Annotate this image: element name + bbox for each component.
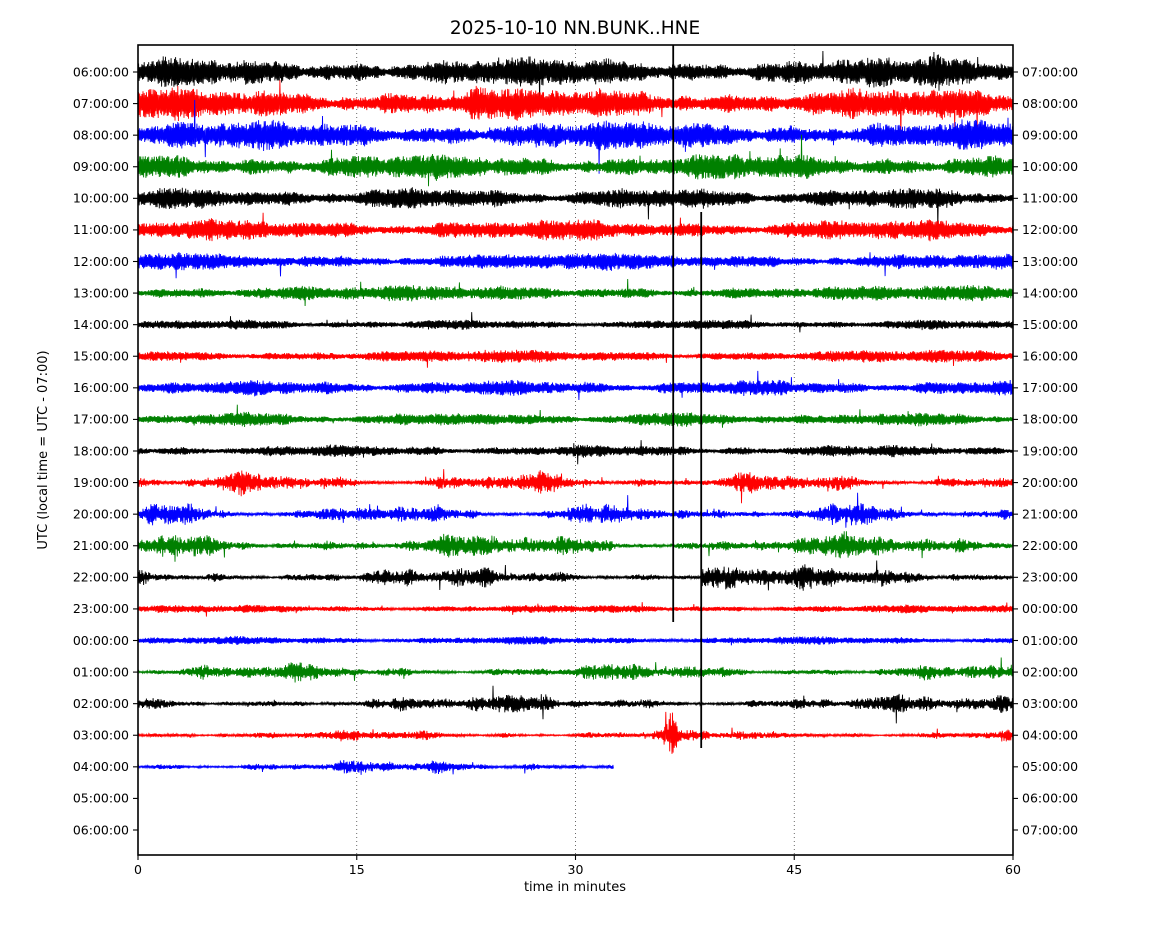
right-time-label: 07:00:00 <box>1022 822 1078 837</box>
right-time-label: 04:00:00 <box>1022 728 1078 743</box>
left-time-label: 11:00:00 <box>73 222 129 237</box>
right-time-label: 06:00:00 <box>1022 791 1078 806</box>
trace-17:00:00 <box>138 404 1013 428</box>
left-time-label: 17:00:00 <box>73 412 129 427</box>
trace-20:00:00 <box>138 492 1013 528</box>
right-time-label: 22:00:00 <box>1022 538 1078 553</box>
right-time-label: 16:00:00 <box>1022 349 1078 364</box>
right-time-label: 19:00:00 <box>1022 443 1078 458</box>
x-tick-label: 0 <box>134 862 142 877</box>
trace-09:00:00 <box>138 134 1013 187</box>
left-time-label: 09:00:00 <box>73 159 129 174</box>
trace-00:00:00 <box>138 635 1013 646</box>
right-time-label: 05:00:00 <box>1022 759 1078 774</box>
left-time-label: 01:00:00 <box>73 664 129 679</box>
right-time-label: 01:00:00 <box>1022 633 1078 648</box>
trace-01:00:00 <box>138 657 1013 683</box>
left-time-label: 16:00:00 <box>73 380 129 395</box>
trace-group <box>138 45 1013 775</box>
left-time-label: 07:00:00 <box>73 96 129 111</box>
right-time-label: 18:00:00 <box>1022 412 1078 427</box>
x-axis-label: time in minutes <box>524 880 626 895</box>
right-time-label: 02:00:00 <box>1022 664 1078 679</box>
right-time-label: 17:00:00 <box>1022 380 1078 395</box>
left-time-label: 06:00:00 <box>73 64 129 79</box>
trace-03:00:00 <box>138 711 1013 754</box>
chart-title: 2025-10-10 NN.BUNK..HNE <box>450 18 700 39</box>
right-time-label: 11:00:00 <box>1022 191 1078 206</box>
left-time-label: 06:00:00 <box>73 822 129 837</box>
trace-19:00:00 <box>138 469 1013 504</box>
x-tick-label: 15 <box>349 862 365 877</box>
trace-04:00:00 <box>138 759 614 775</box>
trace-21:00:00 <box>138 531 1013 562</box>
left-time-label: 12:00:00 <box>73 254 129 269</box>
right-time-label: 08:00:00 <box>1022 96 1078 111</box>
right-time-label: 23:00:00 <box>1022 570 1078 585</box>
trace-13:00:00 <box>138 278 1013 307</box>
right-time-label: 15:00:00 <box>1022 317 1078 332</box>
right-time-label: 14:00:00 <box>1022 285 1078 300</box>
right-time-label: 10:00:00 <box>1022 159 1078 174</box>
x-tick-label: 60 <box>1005 862 1021 877</box>
left-time-label: 18:00:00 <box>73 443 129 458</box>
left-time-label: 00:00:00 <box>73 633 129 648</box>
left-time-label: 23:00:00 <box>73 601 129 616</box>
trace-15:00:00 <box>138 349 1013 368</box>
trace-10:00:00 <box>138 187 1013 230</box>
left-time-label: 14:00:00 <box>73 317 129 332</box>
left-time-label: 10:00:00 <box>73 191 129 206</box>
trace-08:00:00 <box>138 99 1013 174</box>
x-tick-label: 45 <box>786 862 802 877</box>
left-time-label: 02:00:00 <box>73 696 129 711</box>
right-time-label: 07:00:00 <box>1022 64 1078 79</box>
trace-14:00:00 <box>138 312 1013 333</box>
left-time-label: 04:00:00 <box>73 759 129 774</box>
trace-16:00:00 <box>138 370 1013 401</box>
x-tick-label: 30 <box>568 862 584 877</box>
trace-23:00:00 <box>138 602 1013 617</box>
right-time-label: 13:00:00 <box>1022 254 1078 269</box>
right-time-label: 09:00:00 <box>1022 127 1078 142</box>
left-time-label: 15:00:00 <box>73 349 129 364</box>
left-time-label: 03:00:00 <box>73 728 129 743</box>
trace-11:00:00 <box>138 212 1013 242</box>
trace-18:00:00 <box>138 440 1013 465</box>
right-time-label: 03:00:00 <box>1022 696 1078 711</box>
left-time-label: 22:00:00 <box>73 570 129 585</box>
y-axis-label: UTC (local time = UTC - 07:00) <box>36 350 51 549</box>
left-time-label: 08:00:00 <box>73 127 129 142</box>
trace-22:00:00 <box>138 560 1013 591</box>
trace-02:00:00 <box>138 685 1013 724</box>
left-time-label: 20:00:00 <box>73 506 129 521</box>
right-time-label: 12:00:00 <box>1022 222 1078 237</box>
trace-07:00:00 <box>138 79 1013 141</box>
left-time-label: 05:00:00 <box>73 791 129 806</box>
trace-06:00:00 <box>138 50 1013 101</box>
trace-12:00:00 <box>138 252 1013 279</box>
right-time-label: 21:00:00 <box>1022 506 1078 521</box>
left-time-label: 21:00:00 <box>73 538 129 553</box>
left-time-label: 13:00:00 <box>73 285 129 300</box>
left-time-label: 19:00:00 <box>73 475 129 490</box>
right-time-label: 00:00:00 <box>1022 601 1078 616</box>
right-time-label: 20:00:00 <box>1022 475 1078 490</box>
